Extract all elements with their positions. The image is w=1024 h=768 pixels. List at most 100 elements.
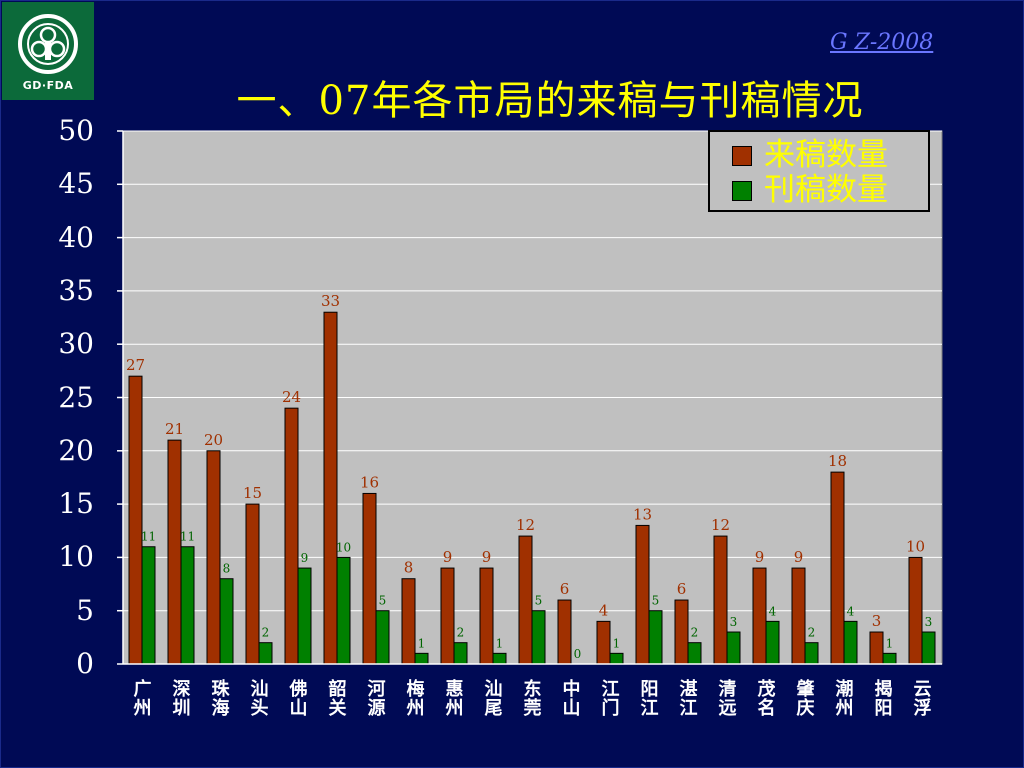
bar-received: [908, 556, 923, 665]
bar-published: [531, 610, 546, 665]
data-label-received: 27: [126, 356, 145, 374]
x-category-label: 深圳: [172, 679, 191, 719]
data-label-published: 3: [730, 615, 738, 629]
x-category-label: 清远: [718, 679, 737, 719]
bar-received: [245, 503, 260, 665]
x-category-label: 江门: [601, 679, 620, 719]
legend-label-received: 来稿数量: [764, 137, 888, 173]
data-label-published: 5: [652, 594, 660, 608]
data-label-received: 4: [599, 601, 609, 619]
y-tick-label: 35: [58, 273, 94, 307]
x-category-label: 惠州: [445, 679, 464, 719]
bar-published: [492, 652, 507, 665]
y-tick-label: 30: [58, 327, 94, 361]
data-label-received: 15: [243, 484, 262, 502]
data-label-received: 8: [404, 559, 414, 577]
data-label-received: 21: [165, 420, 184, 438]
data-label-published: 2: [457, 626, 465, 640]
x-category-label: 阳江: [640, 679, 659, 719]
bar-received: [674, 599, 689, 665]
data-label-published: 4: [847, 604, 855, 618]
data-label-published: 11: [180, 530, 195, 544]
data-label-received: 12: [516, 516, 535, 534]
data-label-published: 1: [418, 636, 426, 650]
bar-received: [479, 567, 494, 665]
data-label-received: 20: [204, 431, 223, 449]
data-label-received: 33: [321, 292, 340, 310]
bar-received: [791, 567, 806, 665]
data-label-published: 2: [691, 626, 699, 640]
data-label-published: 11: [141, 530, 156, 544]
data-label-received: 9: [755, 548, 765, 566]
bar-published: [882, 652, 897, 665]
bar-published: [141, 546, 156, 665]
bar-received: [596, 620, 611, 665]
document-code: G Z-2008: [830, 30, 934, 55]
bar-published: [765, 620, 780, 665]
data-label-published: 4: [769, 604, 777, 618]
y-tick-label: 45: [58, 167, 94, 201]
bar-received: [518, 535, 533, 665]
legend-item-published: 刊稿数量: [728, 172, 928, 208]
bar-published: [180, 546, 195, 665]
x-category-label: 湛江: [679, 679, 698, 719]
bar-received: [323, 311, 338, 665]
data-label-published: 1: [613, 636, 621, 650]
x-category-label: 珠海: [211, 679, 230, 719]
bar-received: [128, 375, 143, 665]
data-label-received: 18: [828, 452, 847, 470]
data-label-received: 9: [443, 548, 453, 566]
legend-swatch-published: [732, 181, 752, 201]
bar-published: [375, 610, 390, 665]
bar-published: [609, 652, 624, 665]
x-category-label: 潮州: [835, 679, 854, 719]
bar-published: [843, 620, 858, 665]
data-label-published: 0: [574, 647, 582, 661]
bar-published: [258, 642, 273, 665]
x-category-label: 梅州: [406, 679, 425, 719]
y-tick-label: 15: [58, 487, 94, 521]
bar-published: [336, 556, 351, 665]
bar-published: [921, 631, 936, 665]
data-label-published: 3: [925, 615, 933, 629]
data-label-received: 12: [711, 516, 730, 534]
y-tick-label: 50: [58, 114, 94, 147]
bar-received: [830, 471, 845, 665]
data-label-received: 10: [906, 537, 925, 555]
logo-emblem-icon: [18, 14, 78, 74]
x-category-label: 河源: [367, 679, 386, 719]
x-category-label: 云浮: [913, 679, 932, 719]
bar-received: [713, 535, 728, 665]
data-label-received: 6: [560, 580, 570, 598]
x-category-label: 揭阳: [874, 679, 893, 719]
bar-received: [869, 631, 884, 665]
data-label-published: 2: [262, 626, 270, 640]
data-label-received: 13: [633, 505, 652, 523]
page-title: 一、07年各市局的来稿与刊稿情况: [236, 78, 864, 124]
x-category-label: 汕尾: [484, 679, 503, 719]
bar-published: [453, 642, 468, 665]
bar-received: [167, 439, 182, 665]
bar-received: [284, 407, 299, 665]
data-label-published: 1: [886, 636, 894, 650]
data-label-received: 9: [482, 548, 492, 566]
legend-swatch-received: [732, 146, 752, 166]
data-label-published: 5: [535, 594, 543, 608]
data-label-published: 9: [301, 551, 309, 565]
logo-text: GD·FDA: [22, 79, 74, 92]
data-label-published: 5: [379, 594, 387, 608]
chart-legend: 来稿数量 刊稿数量: [708, 130, 930, 212]
x-category-label: 佛山: [289, 679, 308, 719]
bar-published: [648, 610, 663, 665]
bar-published: [726, 631, 741, 665]
data-label-published: 2: [808, 626, 816, 640]
bar-received: [440, 567, 455, 665]
bar-received: [557, 599, 572, 665]
legend-label-published: 刊稿数量: [764, 172, 888, 208]
x-category-label: 广州: [133, 679, 152, 719]
x-category-label: 肇庆: [796, 679, 815, 719]
x-category-label: 茂名: [757, 679, 776, 719]
bar-received: [362, 492, 377, 665]
x-category-label: 中山: [562, 679, 581, 719]
